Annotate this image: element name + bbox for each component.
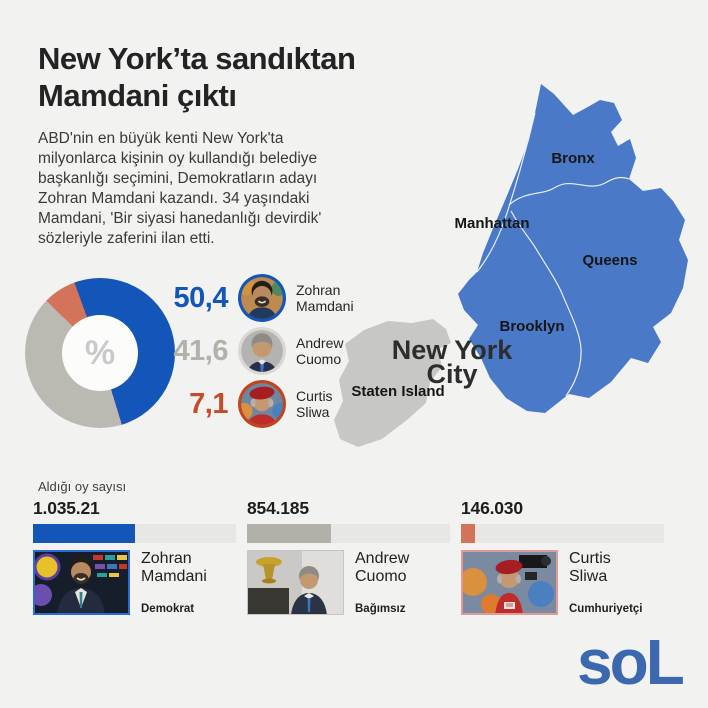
legend-row-cuomo: 41,6 Andrew Cuomo	[118, 327, 378, 375]
label-manhattan: Manhattan	[455, 215, 530, 232]
nyc-borough-map: Bronx Manhattan Queens Brooklyn Staten I…	[334, 84, 688, 447]
vote-column-cuomo: 854.185 Andrew	[247, 498, 450, 615]
label-staten-island: Staten Island	[351, 383, 444, 400]
title-line-1: New York’ta sandıktan	[38, 41, 356, 76]
mamdani-photo	[33, 550, 130, 615]
title-line-2: Mamdani çıktı	[38, 78, 237, 113]
label-queens: Queens	[582, 252, 637, 269]
sol-logo: soL	[577, 626, 685, 698]
cuomo-avatar	[238, 327, 286, 375]
sliwa-photo	[461, 550, 558, 615]
sliwa-name: Curtis Sliwa	[569, 550, 611, 585]
sliwa-party: Cumhuriyetçi	[569, 603, 643, 615]
cuomo-percentage: 41,6	[173, 334, 229, 367]
sliwa-vote-count: 146.030	[461, 498, 523, 518]
mamdani-legend-name: Zohran Mamdani	[296, 282, 354, 314]
label-brooklyn: Brooklyn	[499, 318, 564, 335]
sliwa-info: Curtis Sliwa Cumhuriyetçi	[569, 550, 643, 615]
cuomo-vote-fill	[247, 524, 332, 543]
mamdani-party: Demokrat	[141, 603, 195, 615]
cuomo-info: Andrew Cuomo Bağımsız	[355, 550, 409, 615]
label-bronx: Bronx	[551, 150, 595, 167]
donut-hole: %	[62, 315, 138, 391]
staten-island-shape	[334, 319, 451, 447]
sliwa-vote-bar	[461, 524, 664, 543]
mamdani-vote-fill	[33, 524, 136, 543]
mamdani-vote-count: 1.035.21	[33, 498, 100, 518]
percent-symbol: %	[84, 333, 116, 372]
mamdani-avatar	[238, 274, 286, 322]
cuomo-legend-name: Andrew Cuomo	[296, 335, 344, 367]
vote-column-mamdani: 1.035.21	[33, 498, 236, 615]
cuomo-party: Bağımsız	[355, 603, 406, 615]
page-title: New York’ta sandıktan Mamdani çıktı	[38, 40, 438, 114]
borough-borders	[476, 112, 630, 397]
vote-column-sliwa: 146.030	[461, 498, 664, 615]
cuomo-name: Andrew Cuomo	[355, 550, 410, 585]
cuomo-vote-count: 854.185	[247, 498, 309, 518]
intro-paragraph: ABD'nin en büyük kenti New York'ta milyo…	[38, 130, 322, 247]
mamdani-percentage: 50,4	[173, 281, 229, 314]
sliwa-vote-fill	[461, 524, 476, 543]
sliwa-percentage: 7,1	[189, 387, 228, 420]
cuomo-photo	[247, 550, 344, 615]
legend-row-sliwa: 7,1 Curtis Sliwa	[118, 380, 378, 428]
sliwa-card: Curtis Sliwa Cumhuriyetçi	[461, 550, 664, 615]
label-nyc-line1: New York	[392, 335, 514, 365]
mamdani-name: Zohran Mamdani	[141, 550, 207, 585]
sliwa-legend-name: Curtis Sliwa	[296, 388, 333, 420]
boroughs-landmass	[458, 84, 688, 413]
mamdani-card: Zohran Mamdani Demokrat	[33, 550, 236, 615]
donut-chart: %	[25, 278, 175, 428]
mamdani-info: Zohran Mamdani Demokrat	[141, 550, 207, 615]
label-nyc-line2: City	[426, 359, 477, 389]
mamdani-vote-bar	[33, 524, 236, 543]
sliwa-avatar	[238, 380, 286, 428]
votes-section-label: Aldığı oy sayısı	[38, 479, 127, 494]
cuomo-card: Andrew Cuomo Bağımsız	[247, 550, 450, 615]
cuomo-vote-bar	[247, 524, 450, 543]
legend-row-mamdani: 50,4 Zohran Mamdani	[118, 274, 378, 322]
